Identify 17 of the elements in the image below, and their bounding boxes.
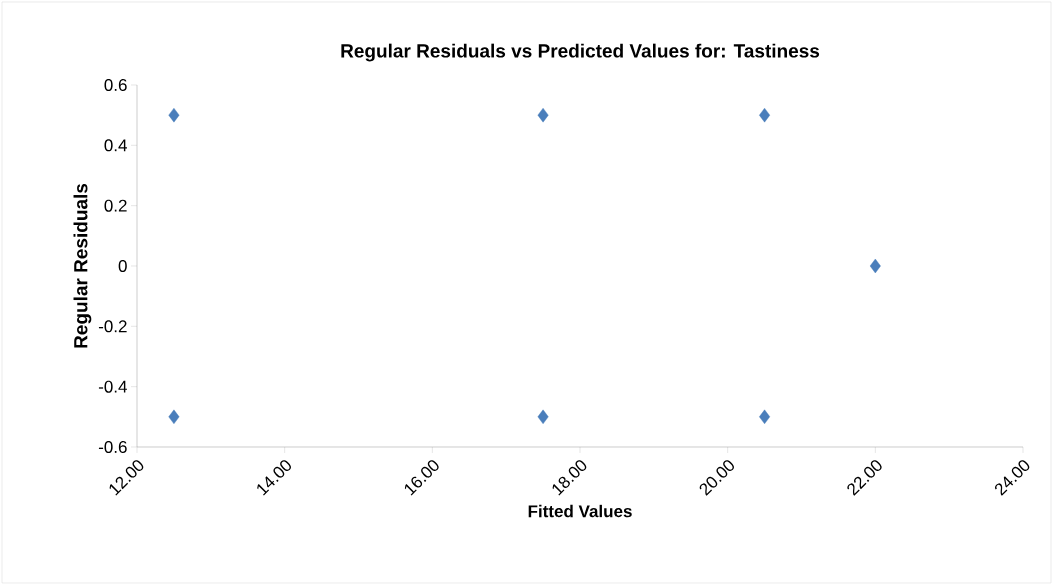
y-tick-label: -0.2: [98, 320, 127, 333]
y-tick-label: 0: [118, 259, 127, 273]
y-tick-label: 0.2: [104, 199, 127, 212]
chart-title: Regular Residuals vs Predicted Values for: Tastiness: [341, 43, 820, 62]
y-tick-label: -0.4: [98, 380, 127, 393]
point: [537, 107, 549, 123]
point: [168, 409, 180, 425]
y-tick-label: -0.6: [98, 440, 127, 454]
x-axis-title: Fitted Values: [528, 504, 632, 518]
y-tick-label: 0.6: [104, 78, 127, 92]
point: [759, 107, 771, 123]
point: [537, 409, 549, 425]
point: [759, 409, 771, 425]
y-axis-title: Regular Residuals: [73, 183, 92, 348]
y-tick-label: 0.4: [104, 139, 127, 152]
point: [869, 258, 881, 274]
point: [168, 107, 180, 123]
